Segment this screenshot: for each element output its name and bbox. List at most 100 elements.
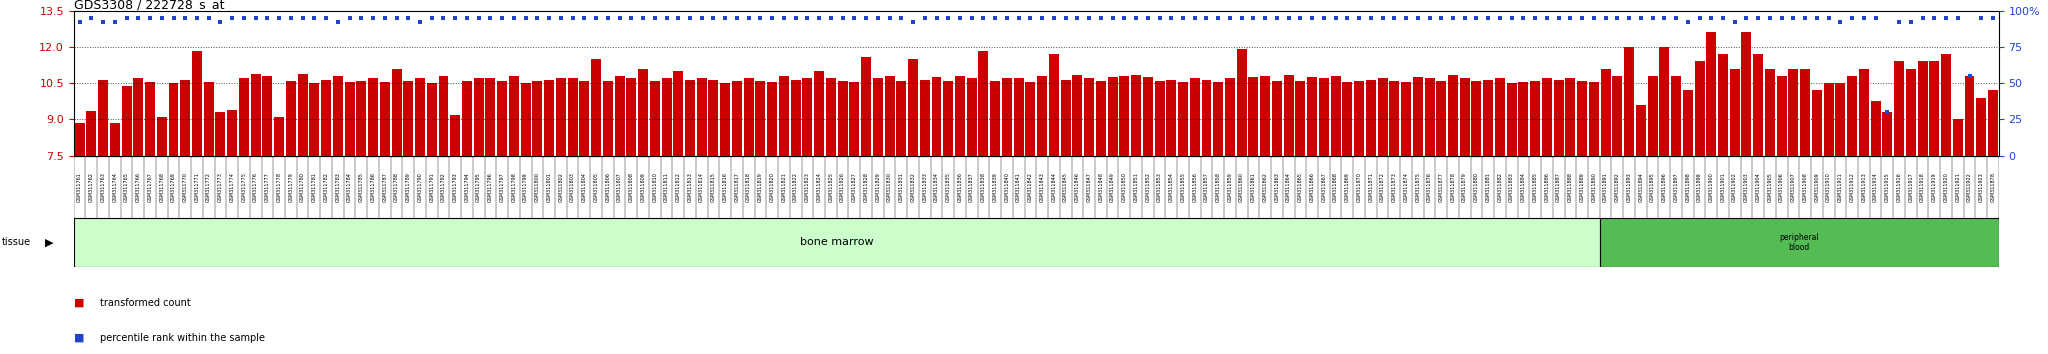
Bar [1870, 101, 1880, 156]
Text: GSM311860: GSM311860 [1239, 172, 1245, 202]
Bar [885, 76, 895, 156]
Text: GSM311897: GSM311897 [1673, 172, 1679, 202]
Point [299, 15, 332, 21]
Bar [438, 76, 449, 156]
Point [1460, 15, 1493, 21]
Point [168, 15, 201, 21]
Bar [1001, 78, 1012, 156]
Text: GSM311806: GSM311806 [606, 172, 610, 202]
Text: GSM311778: GSM311778 [276, 172, 283, 202]
Bar [1307, 77, 1317, 156]
Text: GSM311850: GSM311850 [1122, 172, 1126, 202]
Bar [721, 83, 731, 156]
Point [262, 15, 295, 21]
Text: GSM311795: GSM311795 [477, 172, 481, 202]
Bar [1378, 78, 1389, 156]
Bar [416, 78, 426, 156]
Bar [979, 51, 989, 156]
Point [1331, 15, 1364, 21]
Bar [1942, 54, 1952, 156]
Text: GSM311809: GSM311809 [641, 172, 645, 202]
Text: GSM311777: GSM311777 [264, 172, 270, 202]
Text: GSM311774: GSM311774 [229, 172, 236, 202]
Bar [133, 78, 143, 156]
Point [649, 15, 682, 21]
Bar [485, 78, 496, 156]
Point [1917, 15, 1950, 21]
Point [604, 15, 637, 21]
Bar [1389, 81, 1399, 156]
Point [1929, 15, 1962, 21]
Bar [1964, 76, 1974, 156]
Point [1049, 15, 1081, 21]
Text: GSM311812: GSM311812 [676, 172, 680, 202]
Bar [1165, 80, 1176, 156]
Text: GSM311912: GSM311912 [1849, 172, 1855, 202]
Text: GSM311776: GSM311776 [254, 172, 258, 202]
Point [1378, 15, 1411, 21]
Bar [1976, 98, 1987, 156]
Point [180, 15, 213, 21]
Point [1554, 15, 1587, 21]
Text: GSM311900: GSM311900 [1708, 172, 1714, 202]
Bar [1483, 80, 1493, 156]
Bar [1178, 82, 1188, 156]
Text: GSM311786: GSM311786 [371, 172, 375, 202]
Text: GSM311842: GSM311842 [1028, 172, 1032, 202]
Point [356, 15, 389, 21]
Point [1413, 15, 1446, 21]
Text: GSM311888: GSM311888 [1569, 172, 1573, 202]
Text: GSM311807: GSM311807 [616, 172, 623, 202]
Text: GSM311910: GSM311910 [1827, 172, 1831, 202]
Text: GSM311771: GSM311771 [195, 172, 199, 202]
Text: GSM311923: GSM311923 [1978, 172, 1985, 202]
Text: GSM311894: GSM311894 [1638, 172, 1642, 202]
Bar [532, 81, 543, 156]
Point [1225, 15, 1257, 21]
Point [954, 15, 987, 21]
Text: GSM311826: GSM311826 [840, 172, 846, 202]
Bar [815, 71, 823, 156]
Point [1602, 15, 1634, 21]
Point [1530, 15, 1563, 21]
Bar [1778, 76, 1786, 156]
Point [215, 15, 248, 21]
Text: GSM311846: GSM311846 [1075, 172, 1079, 202]
Point [1706, 15, 1739, 21]
Bar [860, 57, 870, 156]
Point [287, 15, 319, 21]
Bar [838, 81, 848, 156]
Text: GSM311870: GSM311870 [1356, 172, 1362, 202]
Text: GSM311815: GSM311815 [711, 172, 717, 202]
Text: GSM311917: GSM311917 [1909, 172, 1913, 202]
Point [1788, 15, 1821, 21]
Point [674, 15, 707, 21]
Bar [203, 82, 213, 156]
Text: GSM311911: GSM311911 [1837, 172, 1843, 202]
Point [274, 15, 307, 21]
Bar [1260, 76, 1270, 156]
Text: GSM311787: GSM311787 [383, 172, 387, 202]
Bar [369, 78, 379, 156]
Text: GSM311884: GSM311884 [1522, 172, 1526, 202]
Bar [555, 78, 565, 156]
Point [1778, 15, 1810, 21]
Text: GSM311765: GSM311765 [125, 172, 129, 202]
Bar [662, 78, 672, 156]
Point [545, 15, 578, 21]
Point [1296, 15, 1329, 21]
Point [1001, 15, 1034, 21]
Text: GSM311828: GSM311828 [864, 172, 868, 202]
Point [897, 19, 930, 25]
Point [1343, 15, 1376, 21]
Text: GSM311792: GSM311792 [440, 172, 446, 202]
Text: GSM311892: GSM311892 [1614, 172, 1620, 202]
Point [791, 15, 823, 21]
Bar [768, 82, 776, 156]
Text: GSM311908: GSM311908 [1802, 172, 1808, 202]
Text: GSM311859: GSM311859 [1227, 172, 1233, 202]
Point [1155, 15, 1188, 21]
Bar [1860, 69, 1870, 156]
Bar [1612, 76, 1622, 156]
Text: GSM311866: GSM311866 [1309, 172, 1315, 202]
